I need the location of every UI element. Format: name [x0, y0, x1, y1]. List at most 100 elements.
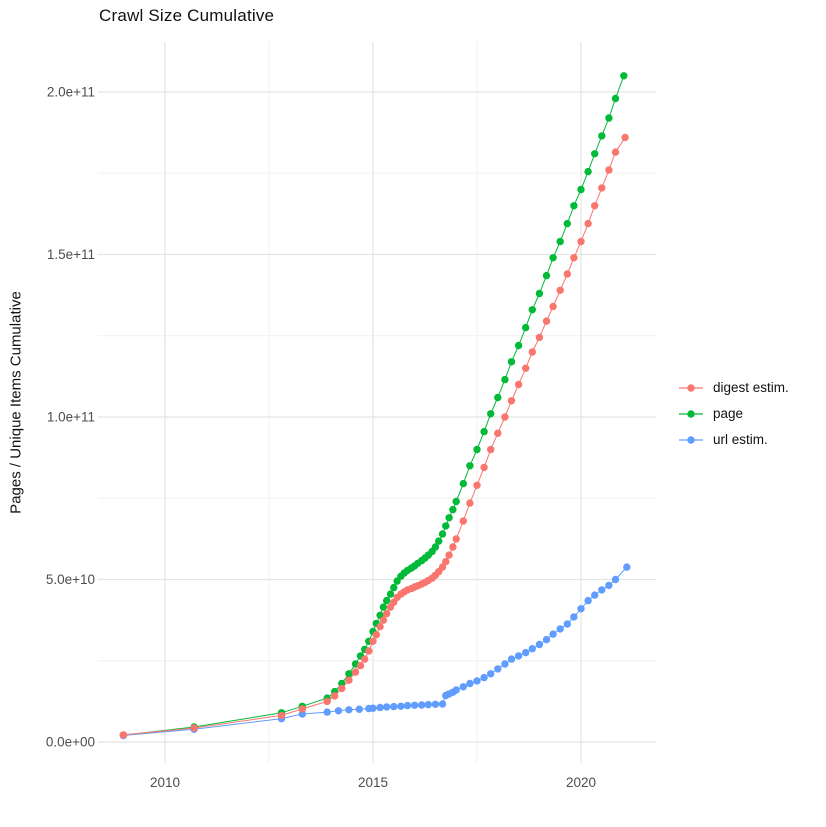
legend-item-url-estim-: url estim.	[678, 432, 789, 447]
data-point-page	[598, 132, 606, 140]
data-point-page	[438, 530, 447, 538]
data-point-digest-estim-	[591, 202, 599, 210]
data-point-url-estim-	[528, 645, 536, 653]
data-point-url-estim-	[556, 625, 564, 633]
data-point-url-estim-	[369, 704, 377, 712]
data-point-digest-estim-	[584, 219, 592, 228]
data-point-page	[570, 202, 578, 210]
data-point-digest-estim-	[376, 622, 384, 631]
legend-label: digest estim.	[713, 380, 789, 395]
y-tick-label: 5.0e+10	[46, 572, 95, 587]
data-point-page	[442, 522, 450, 530]
data-point-digest-estim-	[449, 543, 457, 551]
legend-item-digest-estim-: digest estim.	[678, 380, 789, 395]
y-tick-label: 1.0e+11	[47, 410, 95, 425]
data-point-digest-estim-	[577, 237, 585, 246]
data-point-digest-estim-	[535, 333, 544, 342]
series-line-digest-estim-	[123, 137, 626, 736]
data-point-page	[577, 185, 585, 194]
data-point-url-estim-	[403, 701, 412, 710]
data-point-digest-estim-	[611, 148, 620, 156]
data-point-url-estim-	[501, 660, 509, 668]
data-point-page	[445, 514, 453, 522]
data-point-page	[487, 410, 495, 418]
data-point-digest-estim-	[298, 705, 306, 713]
data-point-digest-estim-	[345, 676, 353, 684]
data-point-page	[452, 497, 460, 506]
data-point-page	[591, 150, 599, 158]
legend-key-icon	[679, 435, 703, 444]
data-point-page	[542, 271, 551, 280]
x-tick-label: 2015	[358, 775, 388, 790]
data-point-digest-estim-	[442, 557, 450, 566]
data-point-url-estim-	[507, 655, 516, 663]
data-point-page	[473, 445, 481, 454]
data-point-digest-estim-	[445, 551, 453, 559]
data-point-digest-estim-	[351, 668, 360, 676]
data-point-digest-estim-	[556, 286, 564, 294]
data-point-page	[345, 670, 353, 678]
data-point-digest-estim-	[528, 348, 536, 356]
data-point-page	[556, 237, 564, 246]
data-point-digest-estim-	[605, 166, 613, 174]
data-point-url-estim-	[390, 702, 398, 711]
data-point-url-estim-	[298, 710, 306, 718]
data-point-url-estim-	[591, 591, 599, 599]
data-point-url-estim-	[577, 605, 585, 613]
data-point-page	[379, 603, 388, 611]
data-point-page	[528, 306, 536, 314]
data-point-url-estim-	[334, 707, 343, 715]
data-point-digest-estim-	[494, 429, 502, 437]
data-point-digest-estim-	[621, 133, 629, 142]
data-point-url-estim-	[323, 708, 331, 716]
data-point-digest-estim-	[522, 364, 530, 372]
data-point-page	[584, 167, 592, 176]
legend-key-icon	[679, 409, 703, 418]
data-point-page	[563, 219, 571, 228]
data-point-url-estim-	[535, 640, 544, 649]
chart-title: Crawl Size Cumulative	[99, 6, 275, 25]
data-point-page	[435, 537, 443, 545]
data-point-url-estim-	[459, 683, 467, 691]
legend-label: page	[713, 406, 744, 421]
y-tick-label: 1.5e+11	[47, 247, 95, 262]
data-point-url-estim-	[598, 586, 606, 594]
data-point-digest-estim-	[542, 317, 551, 325]
data-point-url-estim-	[514, 652, 523, 660]
data-point-url-estim-	[549, 630, 557, 638]
data-point-digest-estim-	[570, 254, 578, 262]
data-point-url-estim-	[473, 677, 481, 685]
data-point-digest-estim-	[372, 631, 380, 639]
data-point-digest-estim-	[452, 535, 460, 543]
legend-item-page: page	[678, 406, 789, 421]
data-point-digest-estim-	[379, 616, 388, 624]
data-point-digest-estim-	[331, 692, 339, 700]
data-point-digest-estim-	[563, 270, 571, 278]
data-point-digest-estim-	[598, 184, 606, 192]
data-point-page	[535, 289, 544, 298]
data-point-digest-estim-	[459, 517, 467, 525]
data-point-page	[514, 341, 523, 350]
data-point-page	[459, 479, 467, 488]
data-point-page	[611, 94, 620, 103]
data-point-digest-estim-	[365, 647, 373, 655]
legend-key-icon	[679, 383, 703, 392]
data-point-digest-estim-	[480, 463, 488, 472]
data-point-url-estim-	[466, 679, 474, 688]
data-point-digest-estim-	[514, 380, 523, 389]
data-point-page	[501, 375, 509, 384]
data-point-url-estim-	[410, 701, 419, 709]
data-point-page	[494, 393, 502, 402]
data-point-page	[620, 72, 628, 80]
data-point-url-estim-	[570, 613, 578, 621]
data-point-url-estim-	[376, 703, 384, 712]
data-point-digest-estim-	[438, 563, 447, 571]
series-url-estim-	[119, 563, 631, 740]
data-point-digest-estim-	[338, 684, 346, 693]
data-point-url-estim-	[487, 670, 495, 678]
data-point-url-estim-	[345, 706, 353, 714]
data-point-digest-estim-	[501, 413, 509, 421]
data-point-url-estim-	[494, 665, 502, 673]
series-digest-estim-	[119, 133, 629, 739]
